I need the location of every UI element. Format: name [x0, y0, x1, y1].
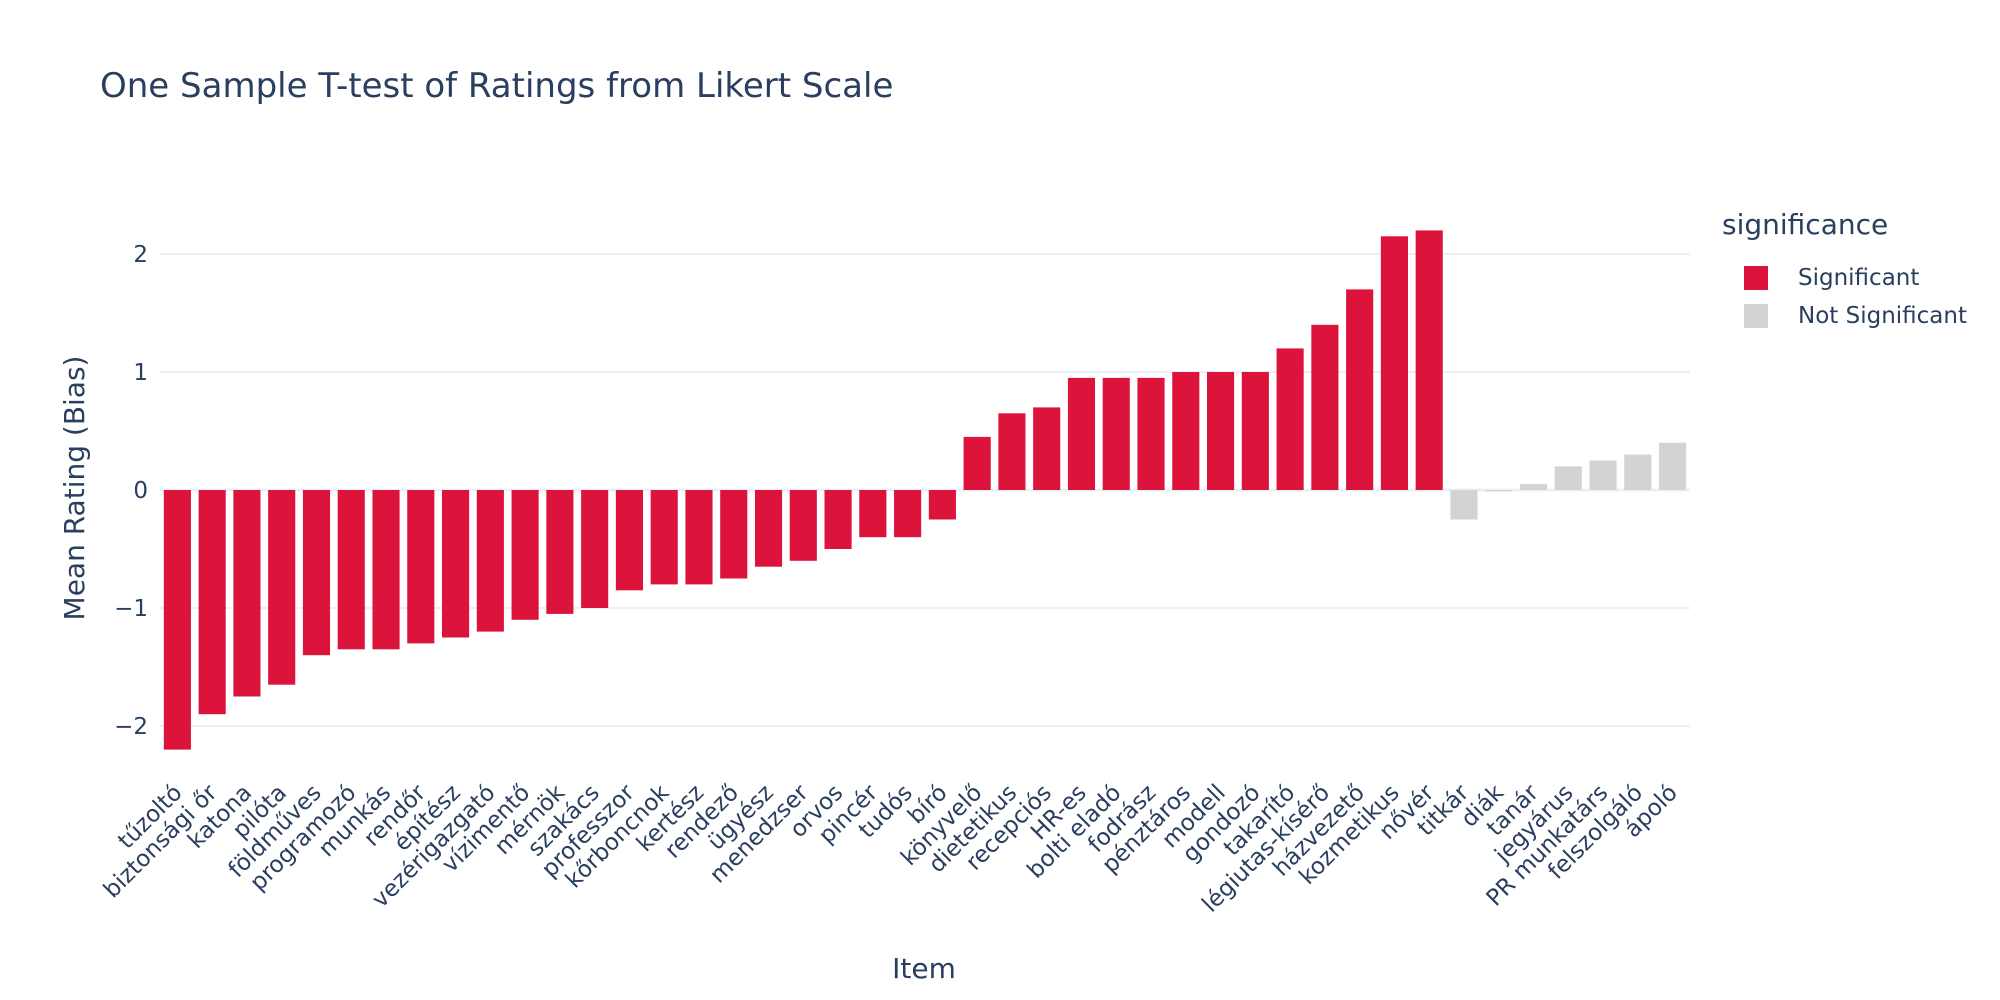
legend-title: significance	[1722, 208, 1889, 241]
bar[interactable]	[1346, 289, 1374, 490]
y-tick-label: 0	[133, 478, 148, 504]
bar[interactable]	[998, 413, 1026, 490]
bar[interactable]	[511, 490, 539, 620]
x-axis-title: Item	[892, 952, 956, 985]
legend-label-not-significant: Not Significant	[1798, 303, 1967, 329]
bar[interactable]	[233, 490, 261, 697]
legend: significance Significant Not Significant	[1722, 208, 1967, 335]
bar[interactable]	[1415, 230, 1443, 490]
y-tick-label: −2	[114, 714, 148, 740]
bar[interactable]	[615, 490, 643, 591]
bar[interactable]	[1276, 348, 1304, 490]
bar[interactable]	[546, 490, 574, 614]
bar[interactable]	[650, 490, 678, 585]
bar[interactable]	[476, 490, 504, 632]
legend-swatch-significant	[1744, 266, 1768, 290]
bar[interactable]	[859, 490, 887, 538]
bar[interactable]	[372, 490, 400, 650]
y-tick-label: 2	[133, 242, 148, 268]
y-tick-label: −1	[114, 596, 148, 622]
bar[interactable]	[789, 490, 817, 561]
bar[interactable]	[302, 490, 331, 656]
bar[interactable]	[1207, 372, 1235, 490]
legend-swatch-not-significant	[1744, 304, 1768, 328]
bar[interactable]	[268, 490, 296, 685]
bar[interactable]	[163, 490, 191, 750]
bar[interactable]	[1241, 372, 1269, 490]
bar[interactable]	[1589, 460, 1617, 491]
bar[interactable]	[824, 490, 852, 549]
bar[interactable]	[337, 490, 365, 650]
y-tick-labels: −2 −1 0 1 2	[114, 242, 148, 740]
bar[interactable]	[963, 436, 991, 490]
bar[interactable]	[1102, 377, 1130, 490]
bar[interactable]	[407, 490, 435, 644]
y-axis-title: Mean Rating (Bias)	[58, 356, 91, 621]
bar[interactable]	[1624, 454, 1652, 490]
bar[interactable]	[442, 490, 470, 638]
bar[interactable]	[1380, 236, 1408, 490]
bar[interactable]	[720, 490, 748, 579]
chart-title: One Sample T-test of Ratings from Likert…	[100, 66, 894, 106]
legend-item-significant[interactable]: Significant	[1722, 259, 1967, 297]
bar[interactable]	[581, 490, 609, 608]
legend-item-not-significant[interactable]: Not Significant	[1722, 297, 1967, 335]
bars	[163, 230, 1687, 750]
bar[interactable]	[928, 490, 956, 520]
bar[interactable]	[198, 490, 226, 715]
bar[interactable]	[1137, 377, 1165, 490]
legend-label-significant: Significant	[1798, 265, 1920, 291]
bar[interactable]	[1172, 372, 1200, 490]
bar[interactable]	[1554, 466, 1582, 490]
bar[interactable]	[1311, 324, 1339, 490]
bar[interactable]	[1519, 484, 1548, 490]
y-tick-label: 1	[133, 360, 148, 386]
bar[interactable]	[894, 490, 922, 538]
bar[interactable]	[1450, 490, 1478, 520]
bar[interactable]	[754, 490, 783, 567]
bar[interactable]	[1659, 442, 1687, 490]
bar[interactable]	[1067, 377, 1096, 490]
bar[interactable]	[685, 490, 713, 585]
bar[interactable]	[1033, 407, 1061, 490]
bar[interactable]	[1485, 490, 1513, 492]
